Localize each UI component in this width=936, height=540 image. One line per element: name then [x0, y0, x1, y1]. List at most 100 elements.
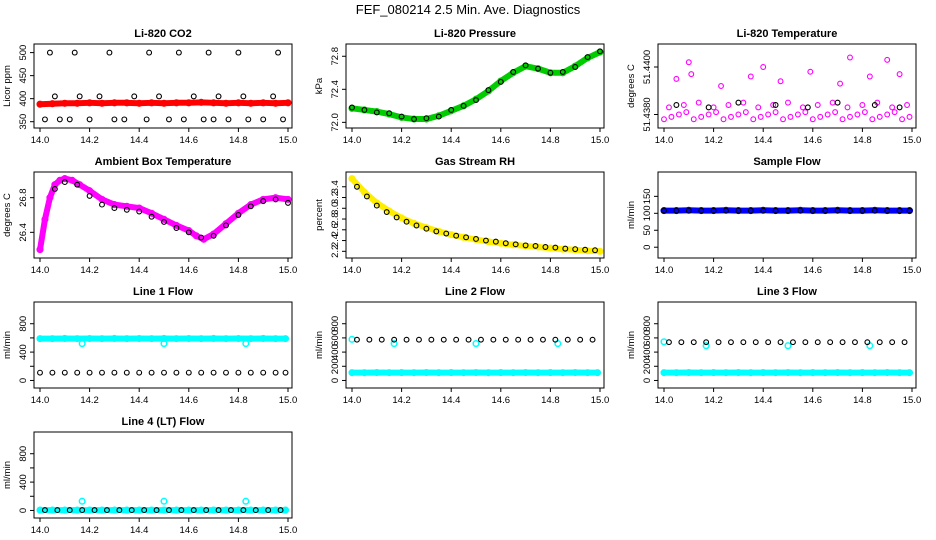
data-point [710, 104, 717, 111]
data-point [834, 99, 841, 106]
data-point [804, 104, 811, 111]
data-point [71, 49, 78, 56]
panel-3: Li-820 Temperature degrees C 14.0 14.2 14.4 1… [626, 28, 921, 146]
data-point [906, 207, 913, 214]
data-point [735, 207, 742, 214]
data-point [871, 369, 879, 377]
data-point [61, 179, 68, 186]
data-point [685, 59, 692, 66]
data-point [722, 369, 730, 377]
panel-5: Gas Stream RH percent 14.0 14.2 14.4 14.6 14.8… [314, 156, 609, 276]
data-point [198, 369, 205, 376]
y-tick-label: 150 [642, 188, 653, 204]
data-point [772, 369, 780, 377]
data-point [869, 116, 876, 123]
panel-6: Sample Flow ml/min 14.0 14.2 14.4 14.6 14.8 15.… [626, 156, 921, 276]
data-point [36, 100, 44, 108]
data-point [373, 368, 381, 377]
data-point [111, 205, 118, 212]
y-tick-label: 0 [18, 508, 29, 513]
data-point [876, 339, 883, 346]
data-point [896, 207, 903, 214]
panel-title: Line 4 (LT) Flow [122, 416, 205, 428]
data-point [210, 334, 218, 343]
data-point [905, 369, 914, 377]
plot-frame [33, 431, 293, 519]
series-black-open [51, 179, 291, 241]
data-point [110, 201, 118, 209]
data-point [66, 507, 73, 514]
data-point [472, 368, 480, 377]
data-point [123, 99, 131, 107]
data-point [784, 368, 792, 377]
panel-8: Line 2 Flow ml/min 14.0 14.2 14.4 14.6 14.8 15.… [314, 286, 609, 406]
data-point [884, 207, 891, 214]
data-point [260, 198, 267, 205]
data-point [48, 100, 56, 108]
data-point [66, 116, 73, 123]
data-point [672, 369, 680, 377]
y-tick-label: 400 [642, 344, 653, 360]
data-point [757, 113, 764, 120]
data-point [411, 116, 417, 122]
y-tick-label: 500 [18, 45, 29, 61]
data-point [802, 109, 809, 116]
data-point [148, 209, 156, 217]
y-axis-label: degrees C [626, 64, 637, 108]
data-point [210, 99, 218, 107]
plot-frame [33, 43, 293, 129]
data-point [834, 207, 841, 214]
data-point [349, 104, 355, 111]
panel-2: Li-820 Pressure kPa 14.0 14.2 14.4 14.6 14.8 15… [314, 28, 609, 146]
data-point [285, 199, 291, 206]
panel-title: Li-820 CO2 [134, 28, 191, 40]
data-point [796, 369, 804, 377]
series-black-open [42, 507, 284, 514]
data-point [247, 201, 255, 209]
data-point [240, 93, 247, 100]
data-point [148, 213, 155, 220]
panel-title: Line 2 Flow [445, 286, 505, 298]
data-point [178, 507, 185, 514]
data-point [156, 93, 162, 100]
y-tick-label: 51.4400 [642, 50, 653, 84]
data-point [747, 369, 755, 377]
data-point [460, 369, 468, 377]
data-point [584, 247, 592, 255]
data-point [76, 93, 83, 100]
data-point [673, 207, 680, 214]
y-axis-label: ml/min [2, 331, 13, 359]
data-point [562, 245, 569, 252]
data-point [36, 246, 44, 254]
data-point [534, 243, 542, 251]
x-tick-label: 14.2 [80, 265, 99, 276]
data-point [522, 62, 529, 69]
series-cyan-low [348, 335, 602, 377]
series-black-open [673, 99, 903, 111]
x-tick-label: 14.2 [80, 395, 99, 406]
y-tick-label: 2.4 [330, 234, 341, 247]
y-tick-label: 0 [330, 378, 341, 383]
data-point [403, 218, 410, 225]
data-point [571, 368, 579, 377]
data-point [777, 339, 784, 346]
data-point [98, 335, 106, 343]
series-yellow-trace [348, 175, 604, 255]
data-point [74, 181, 81, 188]
data-point [702, 342, 710, 350]
y-axis-label: ml/min [626, 331, 637, 359]
data-point [123, 202, 131, 210]
x-tick-label: 14.8 [541, 265, 560, 276]
y-tick-label: 600 [330, 330, 341, 346]
data-point [172, 335, 180, 343]
data-point [559, 369, 567, 377]
data-point [259, 195, 267, 203]
data-point [747, 207, 754, 214]
panel-10: Line 4 (LT) Flow ml/min 14.0 14.2 14.4 14.6 14… [2, 416, 297, 536]
data-point [272, 369, 279, 376]
x-tick-label: 14.4 [130, 525, 149, 536]
series-black-open [354, 336, 596, 343]
x-tick-label: 14.6 [804, 265, 823, 276]
data-point [482, 237, 489, 244]
x-tick-label: 14.6 [492, 395, 511, 406]
